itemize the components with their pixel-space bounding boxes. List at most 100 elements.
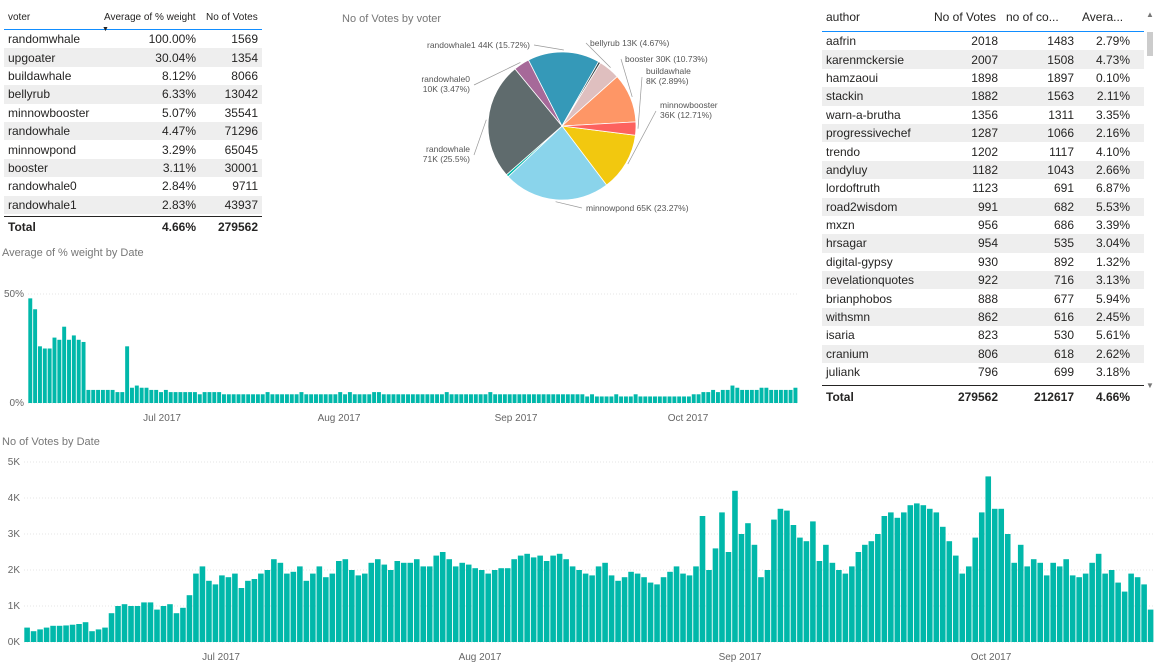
table-row[interactable]: booster 3.11% 30001 — [4, 158, 262, 178]
bar[interactable] — [160, 606, 167, 642]
bar[interactable] — [546, 394, 551, 403]
bar[interactable] — [202, 392, 207, 403]
bar[interactable] — [701, 392, 706, 403]
bar[interactable] — [634, 573, 641, 642]
bar[interactable] — [347, 392, 352, 403]
bar[interactable] — [147, 602, 154, 642]
bar[interactable] — [294, 394, 299, 403]
bar[interactable] — [284, 573, 290, 642]
bar[interactable] — [178, 392, 183, 403]
bar[interactable] — [667, 571, 673, 642]
pie-slice[interactable] — [561, 125, 636, 186]
bar[interactable] — [512, 394, 517, 403]
bar[interactable] — [407, 562, 414, 642]
bar[interactable] — [759, 387, 764, 403]
bar[interactable] — [173, 392, 178, 403]
bar[interactable] — [1043, 575, 1050, 642]
bar[interactable] — [1063, 559, 1069, 642]
bar[interactable] — [238, 588, 245, 642]
bar[interactable] — [260, 394, 265, 403]
table-row[interactable]: minnowpond 3.29% 65045 — [4, 140, 262, 158]
bar[interactable] — [425, 394, 430, 403]
bar[interactable] — [585, 396, 590, 403]
bar[interactable] — [336, 561, 342, 642]
bar[interactable] — [959, 573, 966, 642]
bar[interactable] — [478, 570, 485, 642]
bar[interactable] — [706, 570, 712, 642]
bar[interactable] — [660, 577, 667, 642]
bar[interactable] — [33, 309, 38, 403]
bar[interactable] — [420, 566, 427, 642]
bar[interactable] — [212, 584, 219, 642]
bar[interactable] — [693, 566, 699, 642]
bar[interactable] — [483, 394, 488, 403]
bar[interactable] — [842, 573, 849, 642]
table-row[interactable]: brianphobos 888 677 5.94% — [822, 289, 1144, 307]
bar[interactable] — [207, 392, 212, 403]
table-row[interactable]: randowhale1 2.83% 43937 — [4, 195, 262, 214]
scrollbar-thumb[interactable] — [1147, 32, 1153, 56]
bar[interactable] — [444, 392, 449, 403]
bar[interactable] — [251, 394, 256, 403]
no-of-co-col-header[interactable]: no of co... — [1006, 10, 1059, 24]
bar[interactable] — [730, 385, 735, 403]
bar[interactable] — [328, 394, 333, 403]
bar[interactable] — [329, 573, 336, 642]
bar[interactable] — [732, 490, 738, 642]
bar[interactable] — [939, 526, 946, 642]
avera-col-header[interactable]: Avera... — [1082, 10, 1124, 24]
bar[interactable] — [901, 512, 907, 642]
pie-slice[interactable] — [561, 121, 637, 136]
bar[interactable] — [141, 602, 147, 642]
bar[interactable] — [357, 394, 362, 403]
bar[interactable] — [764, 570, 771, 642]
bar[interactable] — [284, 394, 289, 403]
bar[interactable] — [186, 595, 193, 642]
table-row[interactable]: randowhale 4.47% 71296 — [4, 121, 262, 141]
bar[interactable] — [56, 625, 63, 642]
table-row[interactable]: upgoater 30.04% 1354 — [4, 48, 262, 67]
bar[interactable] — [604, 396, 609, 403]
bar[interactable] — [452, 566, 459, 642]
table-row[interactable]: revelationquotes 922 716 3.13% — [822, 271, 1144, 290]
bar[interactable] — [217, 392, 222, 403]
bar[interactable] — [338, 392, 343, 403]
bar[interactable] — [439, 394, 444, 403]
bar[interactable] — [275, 394, 280, 403]
bar[interactable] — [1011, 562, 1018, 642]
bar[interactable] — [894, 517, 901, 642]
bar[interactable] — [420, 394, 425, 403]
bar[interactable] — [1024, 566, 1030, 642]
bar[interactable] — [449, 394, 454, 403]
bar[interactable] — [556, 394, 561, 403]
bar[interactable] — [594, 396, 599, 403]
author-table-scrollbar[interactable]: ▲ ▼ — [1145, 10, 1155, 390]
bar[interactable] — [855, 552, 862, 642]
bar[interactable] — [222, 394, 226, 403]
bar[interactable] — [595, 566, 602, 642]
bar[interactable] — [537, 555, 543, 642]
author-votes-col-header[interactable]: No of Votes ▼ — [930, 10, 1002, 24]
table-row[interactable]: progressivechef 1287 1066 2.16% — [822, 123, 1144, 143]
bar[interactable] — [372, 392, 377, 403]
bar[interactable] — [193, 573, 199, 642]
bar[interactable] — [28, 298, 33, 403]
bar[interactable] — [914, 503, 920, 642]
bar[interactable] — [105, 389, 110, 403]
bar[interactable] — [30, 631, 37, 642]
bar[interactable] — [543, 561, 550, 642]
bar[interactable] — [355, 575, 362, 642]
bar[interactable] — [810, 521, 816, 642]
bar[interactable] — [394, 561, 401, 642]
bar[interactable] — [299, 392, 304, 403]
table-row[interactable]: lordoftruth 1123 691 6.87% — [822, 179, 1144, 197]
bar[interactable] — [271, 559, 277, 642]
bar[interactable] — [1128, 573, 1134, 642]
bar[interactable] — [167, 604, 173, 642]
bar[interactable] — [1147, 609, 1154, 642]
bar[interactable] — [314, 394, 318, 403]
bar[interactable] — [527, 394, 532, 403]
bar[interactable] — [100, 389, 105, 403]
bar[interactable] — [1037, 562, 1043, 642]
